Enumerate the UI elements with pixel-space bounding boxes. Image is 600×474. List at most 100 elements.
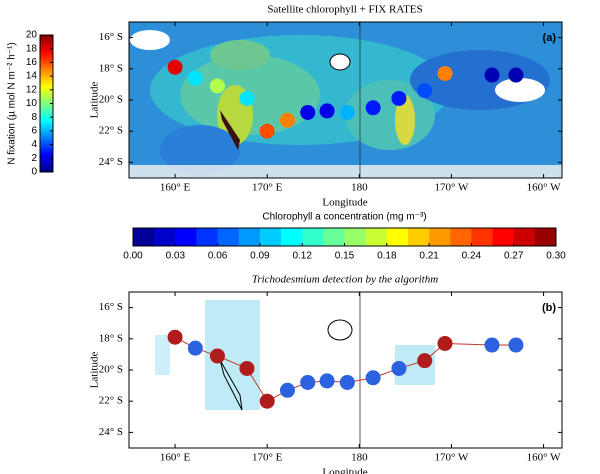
colorbar-step <box>40 140 53 143</box>
colorbar-step <box>40 110 53 114</box>
station-point <box>279 112 295 128</box>
colorbar-step <box>40 151 53 155</box>
colorbar-step <box>40 44 53 47</box>
y-tick-label: 18° S <box>99 62 123 74</box>
panel-title: Satellite chlorophyll + FIX RATES <box>267 4 422 16</box>
y-tick-label: 24° S <box>99 426 123 438</box>
colorbar-step <box>40 146 53 150</box>
station-point <box>300 104 316 120</box>
y-tick-label: 16° S <box>99 301 123 313</box>
colorbar-step <box>40 80 53 84</box>
colorbar-step <box>450 228 472 246</box>
colorbar-step <box>40 71 53 75</box>
colorbar-step <box>40 76 53 79</box>
station-point <box>365 100 381 116</box>
panel-label: (a) <box>543 32 557 44</box>
x-axis-label: Longitude <box>322 467 367 474</box>
x-tick-label: 160° W <box>527 452 561 464</box>
colorbar-step <box>40 105 53 109</box>
colorbar-step <box>429 228 451 246</box>
x-tick-label: 160° E <box>160 452 191 464</box>
colorbar-step <box>238 228 261 246</box>
station-point <box>239 90 255 106</box>
colorbar-step <box>40 158 53 162</box>
colorbar-step <box>40 50 53 54</box>
colorbar-step <box>40 94 53 98</box>
colorbar-step <box>40 46 53 50</box>
colorbar-step <box>40 53 53 57</box>
colorbar-step <box>40 144 53 148</box>
colorbar-step <box>471 228 493 246</box>
colorbar-step <box>40 160 53 164</box>
colorbar-step <box>40 156 53 159</box>
colorbar-tick-label: 0.21 <box>419 251 439 262</box>
colorbar-step <box>534 228 557 246</box>
colorbar-step <box>386 228 409 246</box>
colorbar-step <box>344 228 366 246</box>
station-point <box>391 360 407 376</box>
colorbar-step <box>40 108 53 111</box>
station-point <box>319 373 335 389</box>
x-tick-label: 180 <box>351 182 368 194</box>
colorbar-step <box>40 73 53 77</box>
colorbar-step <box>40 153 53 157</box>
colorbar-tick-label: 0.03 <box>166 251 186 262</box>
colorbar-step <box>133 228 155 246</box>
colorbar-step <box>40 121 53 125</box>
colorbar-step <box>40 119 53 123</box>
colorbar-step <box>323 228 345 246</box>
colorbar-step <box>40 165 53 168</box>
x-tick-label: 170° W <box>435 182 469 194</box>
colorbar-step <box>40 137 53 141</box>
colorbar-tick-label: 18 <box>26 43 38 54</box>
colorbar-tick-label: 16 <box>26 57 38 68</box>
station-point <box>484 67 500 83</box>
colorbar-step <box>40 41 53 45</box>
colorbar-step <box>40 78 53 82</box>
colorbar-tick-label: 0.27 <box>504 251 524 262</box>
station-point <box>508 337 524 353</box>
colorbar-tick-label: 20 <box>26 30 38 41</box>
y-tick-label: 24° S <box>99 156 123 168</box>
colorbar-step <box>281 228 303 246</box>
colorbar-step <box>40 130 53 134</box>
station-point <box>437 335 453 351</box>
colorbar-step <box>40 64 53 68</box>
y-tick-label: 18° S <box>99 332 123 344</box>
station-point <box>437 65 453 81</box>
colorbar-step <box>40 162 53 166</box>
colorbar-step <box>40 169 53 173</box>
colorbar-step <box>40 92 53 95</box>
station-point <box>417 83 433 99</box>
colorbar-step <box>365 228 388 246</box>
colorbar-tick-label: 2 <box>31 153 37 164</box>
colorbar-step <box>154 228 176 246</box>
x-axis-label: Longitude <box>322 197 367 209</box>
colorbar-tick-label: 0.09 <box>250 251 270 262</box>
colorbar-tick-label: 0.00 <box>123 251 143 262</box>
y-tick-label: 22° S <box>99 395 123 407</box>
x-tick-label: 170° E <box>252 182 283 194</box>
x-tick-label: 160° E <box>160 182 191 194</box>
x-tick-label: 170° E <box>252 452 283 464</box>
colorbar-step <box>40 39 53 43</box>
colorbar-step <box>40 101 53 104</box>
x-tick-label: 160° W <box>527 182 561 194</box>
colorbar-step <box>40 37 53 41</box>
chlorophyll-image <box>129 22 562 178</box>
colorbar-tick-label: 14 <box>26 71 38 82</box>
colorbar-step <box>302 228 324 246</box>
colorbar-tick-label: 0.12 <box>292 251 312 262</box>
colorbar-tick-label: 8 <box>31 112 37 123</box>
colorbar-step <box>40 85 53 89</box>
colorbar-step <box>196 228 218 246</box>
station-point <box>167 329 183 345</box>
station-point <box>259 123 275 139</box>
colorbar-step <box>40 135 53 139</box>
colorbar-step <box>40 142 53 146</box>
station-point <box>209 78 225 94</box>
colorbar-step <box>40 126 53 130</box>
colorbar-step <box>40 89 53 93</box>
colorbar-tick-label: 0.15 <box>335 251 355 262</box>
x-tick-label: 170° W <box>435 452 469 464</box>
